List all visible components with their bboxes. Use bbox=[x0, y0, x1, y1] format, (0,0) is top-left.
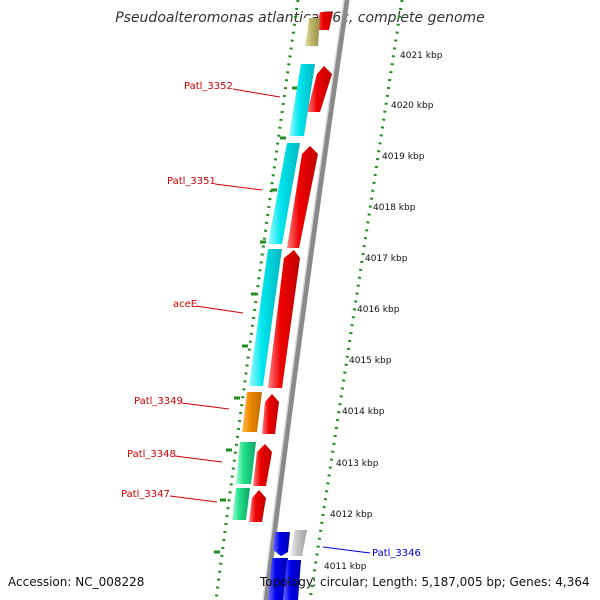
scale-label: 4012 kbp bbox=[330, 510, 373, 520]
scale-label: 4013 kbp bbox=[336, 459, 379, 469]
scale-label: 4021 kbp bbox=[400, 51, 443, 61]
gene-label-patl-3349: Patl_3349 bbox=[134, 396, 183, 407]
scale-label: 4017 kbp bbox=[365, 254, 408, 264]
scale-label: 4015 kbp bbox=[349, 356, 392, 366]
gene-label-patl-3346: Patl_3346 bbox=[372, 548, 421, 559]
gene-label-patl-3351: Patl_3351 bbox=[167, 176, 216, 187]
scale-label: 4019 kbp bbox=[382, 152, 425, 162]
scale-label: 4011 kbp bbox=[324, 562, 367, 572]
map-title: Pseudoalteromonas atlantica T6c, complet… bbox=[115, 10, 485, 26]
reverse-strand-genes bbox=[249, 12, 333, 600]
inner-ring-major-ticks bbox=[214, 86, 298, 554]
gene-label-patl-3348: Patl_3348 bbox=[127, 449, 176, 460]
scale-label: 4014 kbp bbox=[342, 407, 385, 417]
backbone-arc bbox=[263, 0, 350, 600]
scale-label: 4018 kbp bbox=[373, 203, 416, 213]
gene-label-patl-3347: Patl_3347 bbox=[121, 489, 170, 500]
gene-label-acee: aceE bbox=[173, 299, 197, 310]
inner-ring bbox=[214, 0, 300, 600]
gene-labels: Patl_3352 Patl_3351 aceE Patl_3349 Patl_… bbox=[121, 81, 421, 559]
scale-label: 4016 kbp bbox=[357, 305, 400, 315]
scale-label: 4020 kbp bbox=[391, 101, 434, 111]
topology-text: Topology: circular; Length: 5,187,005 bp… bbox=[260, 575, 590, 589]
scale-labels: 4021 kbp 4020 kbp 4019 kbp 4018 kbp 4017… bbox=[324, 51, 443, 572]
accession-text: Accession: NC_008228 bbox=[8, 575, 145, 589]
backbone-arc-highlight bbox=[262, 0, 345, 600]
cog-strand bbox=[232, 18, 320, 520]
gene-label-patl-3352: Patl_3352 bbox=[184, 81, 233, 92]
